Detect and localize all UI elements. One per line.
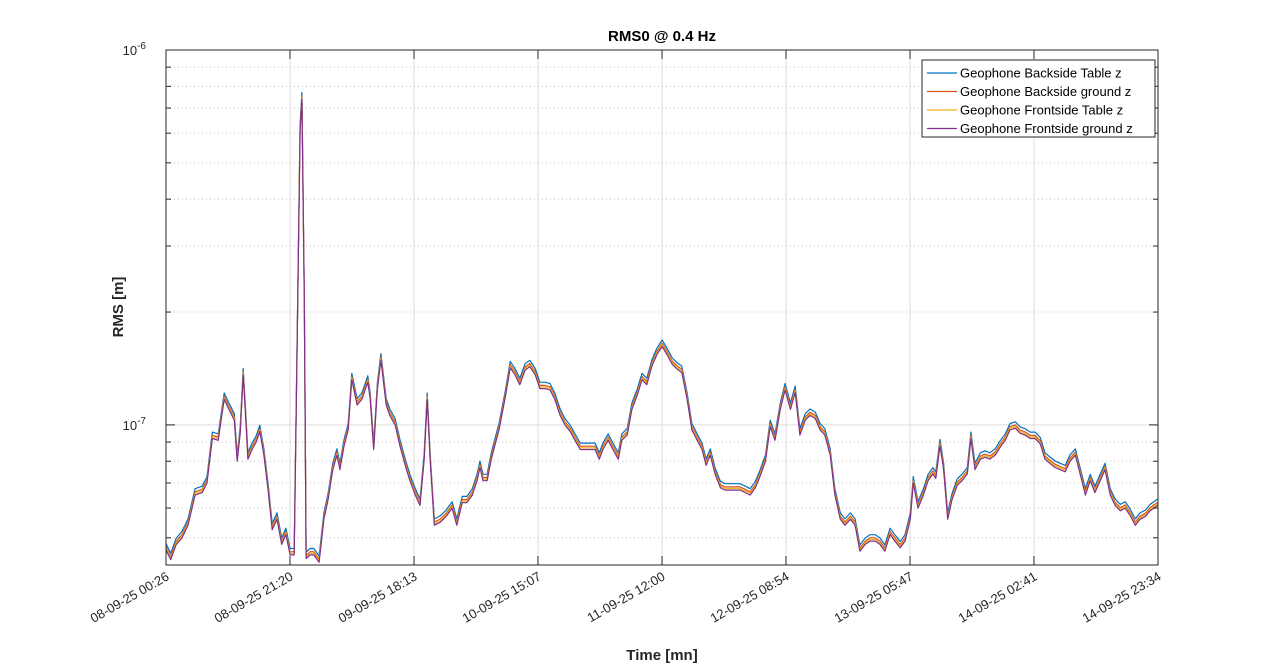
x-tick-label: 14-09-25 23:34 xyxy=(1080,569,1164,626)
y-axis-label: RMS [m] xyxy=(110,277,127,338)
chart-title: RMS0 @ 0.4 Hz xyxy=(608,28,716,45)
legend: Geophone Backside Table z Geophone Backsi… xyxy=(921,59,1156,138)
x-tick-label: 13-09-25 05:47 xyxy=(832,569,916,626)
x-tick-label: 14-09-25 02:41 xyxy=(956,569,1040,626)
y-tick-label: 10-6 xyxy=(123,41,147,58)
x-axis-label: Time [mn] xyxy=(626,647,697,664)
x-tick-label: 12-09-25 08:54 xyxy=(708,569,792,626)
legend-label: Geophone Backside Table z xyxy=(960,66,1122,81)
x-tick-label: 10-09-25 15:07 xyxy=(460,569,544,626)
y-tick-label: 10-7 xyxy=(123,416,147,433)
series-line-geophone-backside-table-z xyxy=(165,91,1159,557)
legend-box xyxy=(921,59,1156,138)
series-line-geophone-frontside-ground-z xyxy=(165,98,1159,563)
legend-label: Geophone Frontside Table z xyxy=(960,103,1123,118)
x-tick-label: 08-09-25 21:20 xyxy=(212,569,296,626)
legend-label: Geophone Frontside ground z xyxy=(960,121,1133,136)
series-lines xyxy=(165,91,1159,563)
legend-label: Geophone Backside ground z xyxy=(960,84,1131,99)
x-tick-label: 08-09-25 00:26 xyxy=(88,569,172,626)
x-tick-label: 09-09-25 18:13 xyxy=(336,569,420,626)
x-tick-label: 11-09-25 12:00 xyxy=(584,569,667,626)
